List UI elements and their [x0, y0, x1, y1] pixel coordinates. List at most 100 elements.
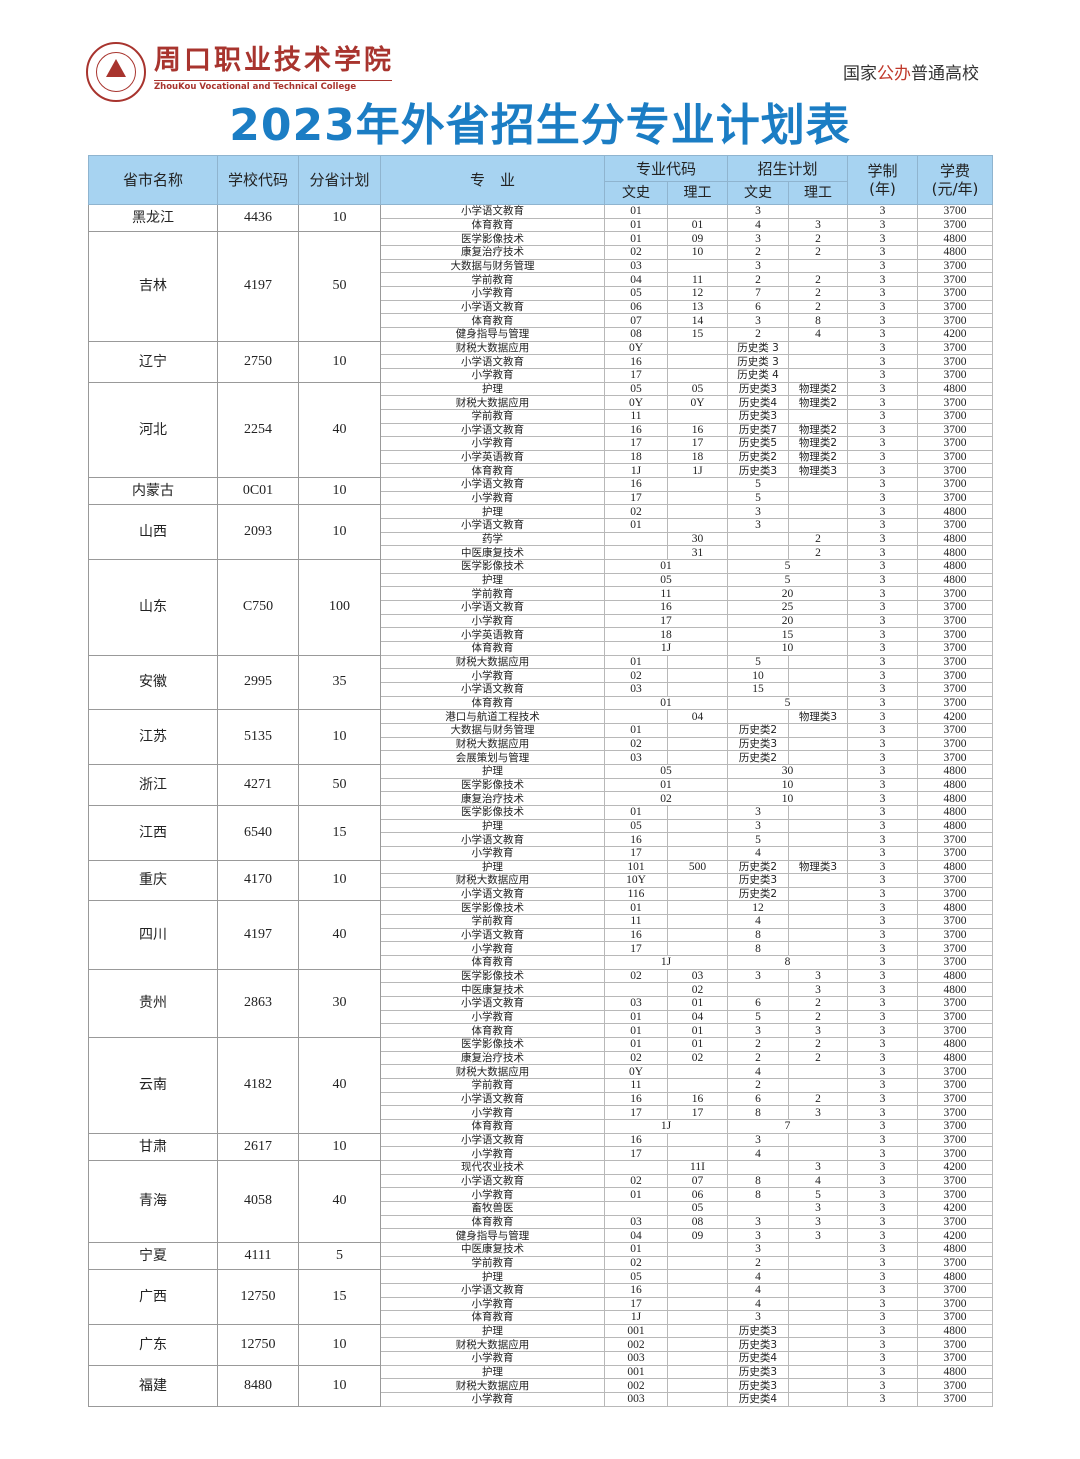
table-row: 财税大数据应用 10Y 历史类3 3 3700: [89, 873, 994, 888]
major-code-ligong: 06: [666, 1187, 729, 1202]
major-name: 小学教育: [380, 285, 605, 301]
major-name: 学前教育: [380, 1078, 605, 1093]
major-code: 18: [603, 627, 729, 642]
major-name: 小学语文教育: [380, 518, 605, 533]
table-row: 小学教育 17 4 3 3700: [89, 845, 994, 861]
major-code-wenshi: 01: [604, 1037, 668, 1052]
school-code: 4182: [217, 1037, 299, 1134]
study-years: 3: [847, 886, 919, 902]
enroll-plan-wenshi: 4: [727, 1282, 790, 1298]
major-code-wenshi: 17: [604, 845, 668, 861]
header-major-code: 专业代码: [603, 155, 729, 182]
province-name: 青海: [88, 1159, 218, 1243]
major-code-wenshi: 11: [604, 1078, 668, 1093]
tuition-fee: 3700: [917, 668, 994, 683]
major-name: 小学语文教育: [380, 299, 605, 315]
major-code-ligong: [666, 1296, 729, 1312]
province-name: 福建: [88, 1364, 218, 1407]
major-code-ligong: 02: [666, 1050, 729, 1066]
study-years: 3: [847, 408, 919, 424]
table-row: 内蒙古 0C01 10 小学语文教育 16 5 3 3700: [88, 477, 994, 506]
study-years: 3: [847, 600, 919, 615]
enroll-plan-ligong: [788, 1296, 849, 1312]
study-years: 3: [847, 941, 919, 957]
enroll-plan-ligong: 物理类3: [788, 463, 849, 479]
major-name: 小学语文教育: [380, 422, 605, 438]
tuition-fee: 3700: [917, 955, 994, 970]
enroll-plan-wenshi: 历史类 3: [727, 340, 790, 356]
major-code-wenshi: 16: [604, 422, 668, 438]
enroll-plan: 10: [727, 641, 849, 656]
major-code-ligong: [666, 873, 729, 888]
major-code-ligong: 02: [666, 982, 729, 998]
school-code: 12750: [217, 1269, 299, 1325]
major-code-ligong: 17: [666, 436, 729, 451]
enroll-plan-wenshi: [727, 982, 790, 998]
major-code-ligong: [666, 750, 729, 765]
header-fee-l2: (元/年): [931, 180, 979, 198]
major-code-ligong: [666, 1241, 729, 1257]
province-plan: 10: [298, 203, 381, 233]
major-name: 财税大数据应用: [380, 873, 605, 888]
study-years: 3: [847, 1173, 919, 1189]
major-code-wenshi: 1J: [604, 1310, 668, 1325]
major-name: 护理: [380, 1364, 605, 1380]
major-name: 小学语文教育: [380, 477, 605, 492]
major-code: 17: [603, 613, 729, 629]
major-code: 05: [603, 763, 729, 779]
major-code-ligong: [666, 1351, 729, 1366]
table-row: 小学语文教育 116 历史类2 3 3700: [89, 886, 994, 902]
enroll-plan-wenshi: 8: [727, 1187, 790, 1202]
major-name: 学前教育: [380, 408, 605, 424]
enroll-plan-wenshi: 5: [727, 654, 790, 670]
header-code-ligong: 理工: [666, 181, 729, 205]
table-row: 江西 6540 15 医学影像技术 01 3 3 4800: [88, 804, 994, 861]
tuition-fee: 3700: [917, 463, 994, 479]
enroll-plan-ligong: 3: [788, 1200, 849, 1216]
enroll-plan-ligong: [788, 736, 849, 752]
tuition-fee: 4800: [917, 818, 994, 834]
major-code-wenshi: 01: [604, 1023, 668, 1039]
major-name: 小学教育: [380, 1009, 605, 1025]
study-years: 3: [847, 1200, 919, 1216]
major-code-wenshi: 001: [604, 1364, 668, 1380]
major-code-ligong: 09: [666, 231, 729, 246]
study-years: 3: [847, 641, 919, 656]
major-code-wenshi: [604, 1159, 668, 1175]
major-code-ligong: [666, 1282, 729, 1298]
province-name: 广西: [88, 1269, 218, 1325]
enroll-plan-wenshi: 2: [727, 1037, 790, 1052]
school-code: 2254: [217, 381, 299, 479]
study-years: 3: [847, 422, 919, 438]
enroll-plan: 30: [727, 763, 849, 779]
major-code-ligong: [666, 900, 729, 916]
enroll-plan-ligong: 2: [788, 272, 849, 287]
major-name: 小学教育: [380, 845, 605, 861]
major-code-wenshi: 17: [604, 1296, 668, 1312]
major-name: 体育教育: [380, 1118, 605, 1134]
school-code: 2995: [217, 654, 299, 711]
study-years: 3: [847, 204, 919, 219]
major-name: 体育教育: [380, 695, 605, 711]
enroll-plan-wenshi: 历史类3: [727, 1364, 790, 1380]
tuition-fee: 4800: [917, 763, 994, 779]
enroll-plan-wenshi: [727, 709, 790, 724]
major-code-wenshi: 02: [604, 1255, 668, 1271]
slogan: 国家公办普通高校: [843, 64, 979, 84]
major-code-ligong: [666, 258, 729, 274]
table-row: 财税大数据应用 02 历史类3 3 3700: [89, 736, 994, 752]
table-row: 体育教育 03 08 3 3 3 3700: [89, 1214, 994, 1230]
table-row: 小学教育 003 历史类4 3 3700: [89, 1392, 994, 1407]
major-name: 医学影像技术: [380, 968, 605, 984]
enroll-plan-wenshi: 4: [727, 217, 790, 233]
header-province: 省市名称: [88, 155, 218, 205]
study-years: 3: [847, 695, 919, 711]
major-name: 护理: [380, 859, 605, 875]
province-plan: 10: [298, 1132, 381, 1161]
enroll-plan-wenshi: 历史类3: [727, 736, 790, 752]
major-code-wenshi: 02: [604, 968, 668, 984]
major-code-ligong: 07: [666, 1173, 729, 1189]
tuition-fee: 3700: [917, 340, 994, 356]
major-name: 医学影像技术: [380, 1037, 605, 1052]
tuition-fee: 3700: [917, 313, 994, 328]
